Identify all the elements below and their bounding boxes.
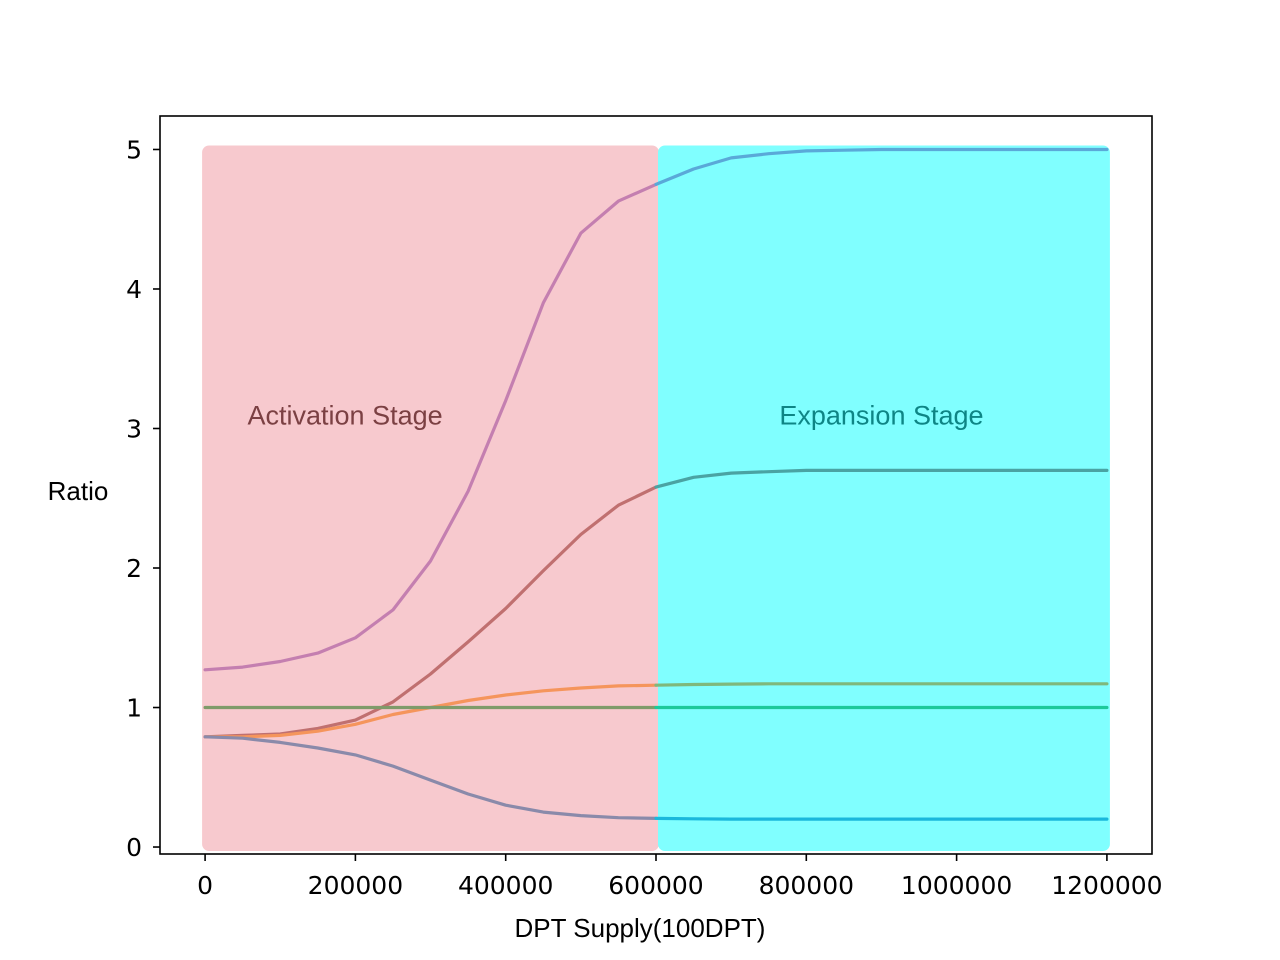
x-tick-label: 400000 — [458, 871, 553, 900]
stage-labels: Activation Stage Expansion Stage — [248, 401, 984, 431]
x-axis-label: DPT Supply(100DPT) — [515, 913, 766, 943]
y-tick-label: 1 — [126, 694, 142, 723]
series-2-expansion-line — [654, 468, 1109, 489]
y-tick-label: 4 — [126, 275, 142, 304]
stage-region-1 — [202, 145, 659, 852]
series-5-expansion-line — [654, 816, 1109, 821]
y-tick-label: 3 — [126, 414, 142, 443]
x-tick-label: 1000000 — [901, 871, 1012, 900]
series-1-expansion-line — [654, 147, 1109, 186]
series-1-activation-line — [203, 182, 658, 672]
stage-regions — [202, 145, 1110, 852]
y-axis-ticks: 0 1 2 3 4 5 — [126, 135, 160, 862]
x-axis-ticks: 0 200000 400000 600000 800000 1000000 1200000 — [197, 854, 1163, 900]
x-tick-label: 200000 — [308, 871, 403, 900]
x-tick-label: 1200000 — [1051, 871, 1162, 900]
stage-label-1: Activation Stage — [248, 401, 443, 431]
stage-label-2: Expansion Stage — [779, 401, 983, 431]
y-tick-label: 5 — [126, 135, 142, 164]
y-tick-label: 0 — [126, 833, 142, 862]
series-5-activation-line — [203, 735, 658, 821]
y-tick-label: 2 — [126, 554, 142, 583]
series-3-expansion-line — [654, 682, 1109, 687]
stage-region-2 — [658, 145, 1110, 852]
y-axis-label: Ratio — [48, 476, 109, 506]
series-lines — [203, 147, 1109, 821]
x-tick-label: 0 — [197, 871, 213, 900]
x-tick-label: 600000 — [608, 871, 703, 900]
x-tick-label: 800000 — [759, 871, 854, 900]
